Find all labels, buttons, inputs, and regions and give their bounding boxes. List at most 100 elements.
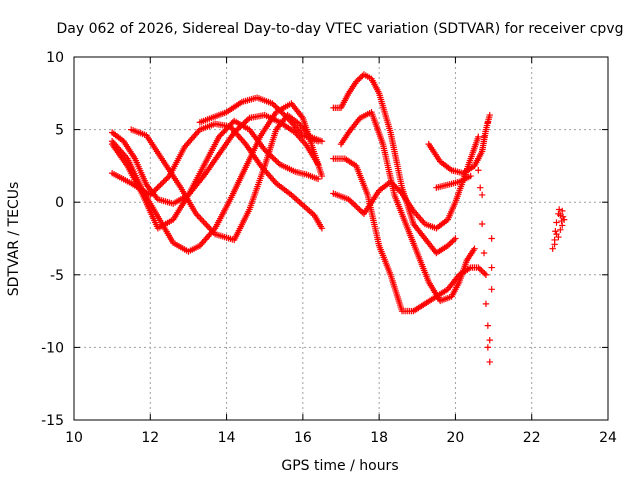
data-point	[155, 183, 163, 190]
data-point	[475, 167, 482, 174]
series-track-9	[330, 155, 490, 315]
data-point	[270, 101, 278, 109]
data-point	[450, 236, 458, 244]
data-point	[318, 172, 326, 180]
data-point	[222, 126, 230, 133]
data-point	[479, 268, 487, 276]
data-point	[198, 216, 206, 224]
data-point	[560, 216, 568, 223]
data-point	[471, 245, 478, 252]
series-burst-21h	[475, 119, 495, 366]
y-tick-label: 10	[46, 50, 64, 66]
data-point	[475, 155, 482, 162]
y-tick-label: -10	[41, 340, 64, 356]
series-track-7	[330, 71, 459, 257]
x-tick-label: 16	[294, 430, 312, 446]
data-point	[269, 153, 276, 161]
data-point	[218, 130, 225, 138]
data-point	[314, 138, 322, 145]
data-point	[484, 344, 492, 351]
plot-frame	[73, 56, 609, 421]
y-tick-label: -5	[50, 268, 64, 284]
data-point	[388, 180, 396, 187]
data-point	[278, 108, 285, 116]
data-point	[551, 241, 558, 248]
data-point	[418, 217, 426, 224]
data-point	[557, 226, 564, 233]
data-point	[203, 221, 210, 228]
data-point	[307, 209, 315, 216]
x-tick-label: 10	[65, 430, 83, 446]
data-point	[478, 220, 486, 228]
data-point	[272, 103, 279, 110]
x-tick-label: 18	[370, 430, 388, 446]
data-point	[353, 78, 360, 85]
data-point	[300, 139, 308, 146]
data-point	[282, 113, 290, 120]
data-point	[555, 206, 563, 213]
data-point	[163, 175, 170, 183]
data-point	[164, 174, 172, 181]
data-point	[356, 75, 363, 82]
data-point	[481, 270, 488, 277]
data-point	[346, 197, 354, 204]
data-point	[151, 187, 158, 194]
data-point	[350, 200, 357, 207]
data-point	[394, 185, 401, 193]
data-point	[482, 300, 490, 308]
data-point	[395, 187, 403, 194]
data-point	[197, 215, 204, 222]
data-point	[147, 191, 154, 199]
y-axis-label: SDTVAR / TECUs	[6, 182, 22, 297]
data-point	[356, 206, 363, 213]
data-point	[296, 199, 303, 206]
data-point	[486, 336, 493, 344]
data-point	[484, 322, 492, 329]
data-point	[304, 206, 311, 213]
data-point	[477, 184, 484, 191]
data-point	[154, 184, 161, 191]
data-point	[291, 194, 298, 202]
grid-layer	[74, 57, 608, 420]
data-point	[273, 104, 281, 112]
series-track-12	[433, 172, 474, 191]
data-point	[391, 183, 399, 190]
data-point	[160, 178, 167, 186]
y-tick-label: -15	[41, 413, 64, 429]
data-point	[301, 203, 308, 210]
data-point	[228, 120, 235, 127]
x-axis-label: GPS time / hours	[281, 458, 398, 474]
x-tick-label: 20	[447, 430, 465, 446]
data-point	[272, 156, 279, 164]
data-point	[449, 238, 456, 245]
data-point	[276, 107, 284, 114]
data-point	[318, 225, 326, 232]
data-point	[314, 175, 322, 183]
series-cluster-22.7h	[549, 206, 568, 252]
x-tick-label: 14	[218, 430, 236, 446]
data-point	[393, 184, 400, 191]
data-point	[279, 110, 287, 117]
data-point	[200, 218, 207, 225]
data-point	[559, 207, 566, 215]
data-point	[269, 100, 276, 107]
data-point	[486, 111, 493, 119]
data-point	[270, 155, 278, 162]
data-point	[351, 201, 358, 209]
data-point	[235, 124, 242, 132]
data-point	[476, 265, 484, 273]
data-point	[298, 200, 305, 207]
series-track-8	[337, 108, 478, 305]
data-point	[157, 181, 164, 188]
data-point	[446, 241, 453, 248]
data-point	[226, 122, 234, 129]
data-point	[215, 133, 223, 141]
data-point	[275, 159, 282, 167]
chart-title: Day 062 of 2026, Sidereal Day-to-day VTE…	[57, 21, 624, 37]
data-point	[447, 239, 455, 247]
data-point	[478, 267, 485, 274]
data-point	[281, 111, 288, 119]
data-point	[306, 207, 313, 215]
data-point	[549, 245, 556, 252]
